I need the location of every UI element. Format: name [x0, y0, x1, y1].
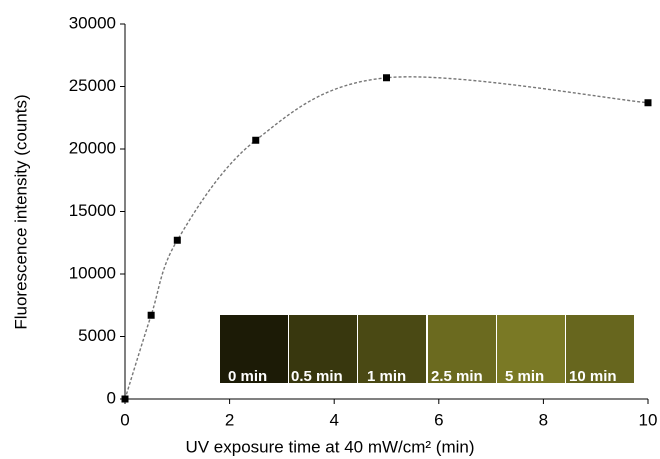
x-axis-label: UV exposure time at 40 mW/cm² (min) — [185, 437, 474, 456]
y-axis-label: Fluorescence intensity (counts) — [11, 94, 30, 329]
data-point — [148, 312, 155, 319]
y-tick-label: 10000 — [69, 263, 116, 282]
y-tick-label: 25000 — [69, 76, 116, 95]
x-tick-label: 10 — [639, 410, 658, 429]
x-tick-label: 8 — [539, 410, 548, 429]
data-point — [252, 137, 259, 144]
x-tick-label: 4 — [329, 410, 338, 429]
chart: UV exposure time at 40 mW/cm² (min) Fluo… — [0, 0, 660, 459]
y-tick-label: 15000 — [69, 201, 116, 220]
data-point — [383, 74, 390, 81]
y-tick-label: 5000 — [78, 326, 116, 345]
x-tick-label: 6 — [434, 410, 443, 429]
y-tick-label: 20000 — [69, 138, 116, 157]
inset-label: 1 min — [367, 368, 406, 385]
x-tick-label: 0 — [120, 410, 129, 429]
inset-label: 0 min — [228, 368, 267, 385]
data-point — [645, 99, 652, 106]
inset-images: 0 min 0.5 min 1 min 2.5 min 5 min 10 min — [220, 315, 634, 385]
inset-label: 10 min — [569, 368, 617, 385]
x-tick-label: 2 — [225, 410, 234, 429]
data-point — [122, 396, 129, 403]
y-tick-label: 0 — [107, 388, 116, 407]
y-tick-label: 30000 — [69, 13, 116, 32]
data-point — [174, 237, 181, 244]
inset-label: 5 min — [505, 368, 544, 385]
inset-label: 2.5 min — [431, 368, 483, 385]
inset-label: 0.5 min — [291, 368, 343, 385]
